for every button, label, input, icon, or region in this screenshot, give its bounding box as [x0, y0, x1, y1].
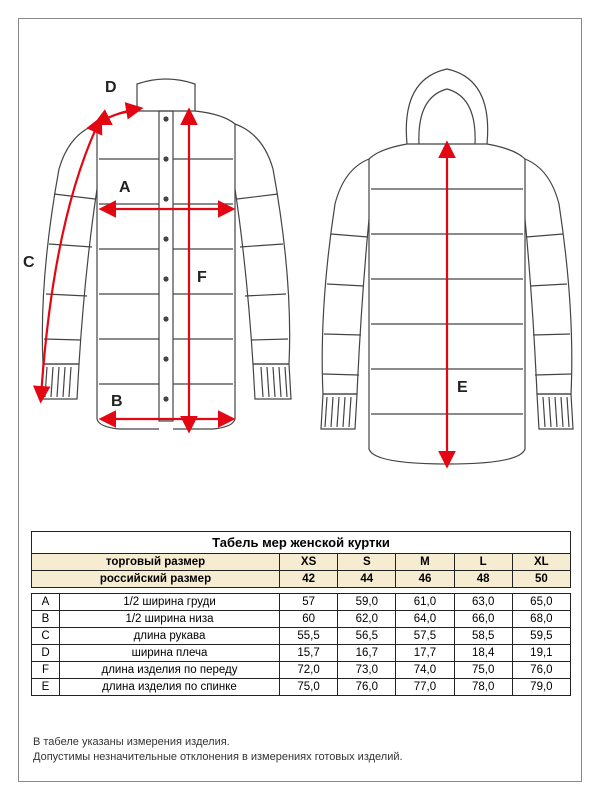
table-row: C длина рукава 55,556,557,558,559,5: [32, 628, 571, 645]
dim-label-a: A: [119, 179, 131, 197]
note-1: В табеле указаны измерения изделия.: [33, 735, 403, 750]
page-frame: A B C D F E Табель мер женской куртки то…: [18, 18, 582, 782]
note-2: Допустимы незначительные отклонения в из…: [33, 750, 403, 765]
header-ru: российский размер: [32, 571, 280, 588]
table-row: A 1/2 ширина груди 5759,061,063,065,0: [32, 594, 571, 611]
footnotes: В табеле указаны измерения изделия. Допу…: [33, 735, 403, 766]
table-title: Табель мер женской куртки: [32, 532, 571, 554]
table-row: F длина изделия по переду 72,073,074,075…: [32, 662, 571, 679]
table-row: B 1/2 ширина низа 6062,064,066,068,0: [32, 611, 571, 628]
header-trade: торговый размер: [32, 554, 280, 571]
dim-label-d: D: [105, 79, 117, 97]
table-row: D ширина плеча 15,716,717,718,419,1: [32, 645, 571, 662]
dim-label-f: F: [197, 269, 207, 287]
dim-label-e: E: [457, 379, 468, 397]
table-row: E длина изделия по спинке 75,076,077,078…: [32, 679, 571, 696]
dim-label-c: C: [23, 254, 35, 272]
size-table: Табель мер женской куртки торговый разме…: [31, 531, 571, 696]
jacket-diagram: A B C D F E: [19, 19, 581, 519]
dim-label-b: B: [111, 393, 123, 411]
